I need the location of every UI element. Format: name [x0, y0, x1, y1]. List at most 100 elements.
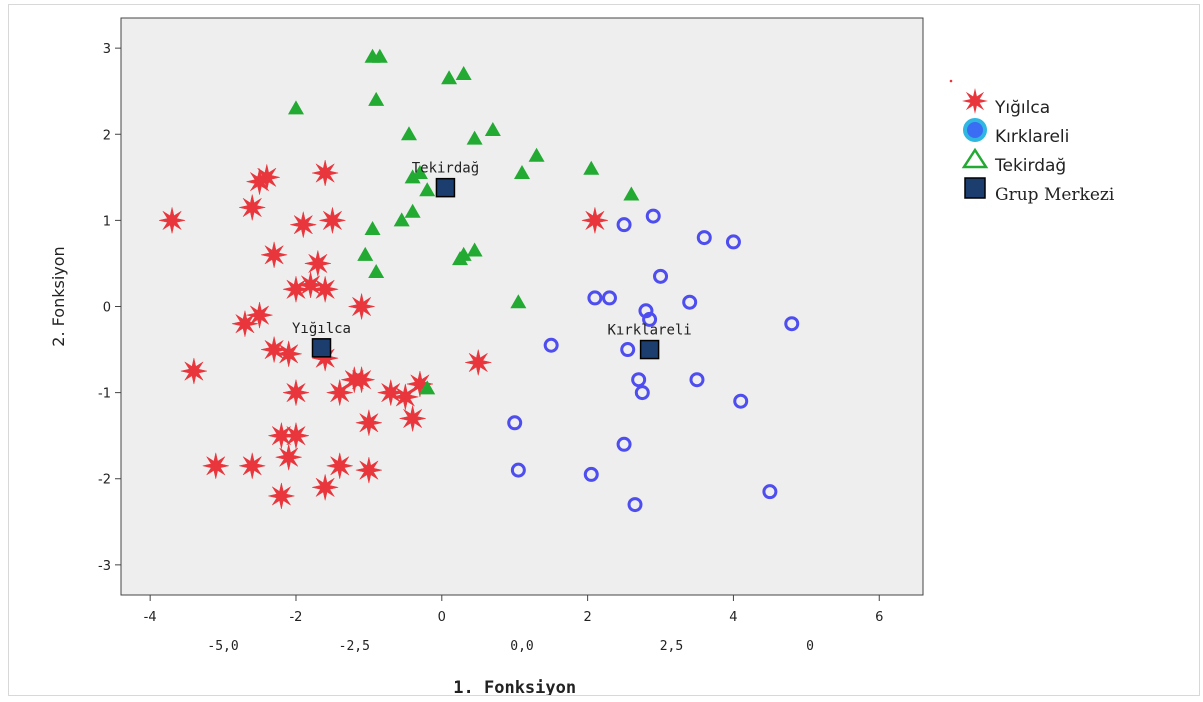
yigilca-point — [261, 241, 288, 268]
y-tick-label: -2 — [98, 473, 111, 488]
centroid-label: Yığılca — [292, 321, 351, 337]
tekirdag-point — [455, 65, 472, 80]
kirklareli-point — [587, 290, 603, 306]
secondary-x-label: 0 — [806, 639, 814, 654]
tekirdag-point — [364, 220, 381, 235]
tekirdag-point — [404, 169, 421, 184]
y-tick-label: 2 — [103, 128, 111, 143]
legend-square-icon — [964, 177, 986, 199]
tekirdag-point — [441, 70, 458, 85]
kirklareli-point — [631, 372, 647, 388]
yigilca-point — [312, 474, 339, 501]
yigilca-point — [246, 302, 273, 329]
legend-triangle-icon — [961, 147, 989, 169]
tekirdag-point — [287, 100, 304, 115]
secondary-x-label: 2,5 — [660, 639, 683, 654]
legend-circle-icon — [963, 118, 987, 142]
yigilca-point — [326, 379, 353, 406]
yigilca-point — [326, 452, 353, 479]
legend-label: Yığılca — [994, 98, 1050, 118]
yigilca-point — [355, 409, 382, 436]
legend-star-icon — [962, 88, 988, 114]
tekirdag-point — [583, 160, 600, 175]
tekirdag-point — [411, 165, 428, 180]
kirklareli-point — [642, 311, 658, 327]
kirklareli-point — [620, 342, 636, 358]
kirklareli-point — [510, 462, 526, 478]
yigilca-point — [399, 405, 426, 432]
yigilca-point — [319, 207, 346, 234]
kirklareli-point — [616, 217, 632, 233]
tekirdag-point — [393, 212, 410, 227]
legend-label: Grup Merkezi — [995, 185, 1115, 205]
tekirdag-point — [371, 48, 388, 63]
x-tick-label: 2 — [583, 610, 591, 625]
x-tick-label: -2 — [289, 610, 302, 625]
tekirdag-point — [466, 242, 483, 257]
yigilca-point — [348, 293, 375, 320]
legend-label: Kırklareli — [995, 127, 1069, 147]
kirklareli-point — [725, 234, 741, 250]
kirklareli-point — [762, 484, 778, 500]
y-tick-label: 1 — [103, 214, 111, 229]
x-tick-label: -4 — [144, 610, 157, 625]
tekirdag-point — [400, 126, 417, 141]
yigilca-point — [282, 422, 310, 449]
secondary-x-label: 0,0 — [510, 639, 533, 654]
kirklareli-point — [645, 208, 661, 224]
yigilca-point — [231, 310, 259, 337]
x-tick-label: 0 — [438, 610, 446, 625]
x-tick-label: 4 — [729, 610, 737, 625]
centroid-label: Kırklareli — [607, 323, 691, 339]
yigilca-point — [282, 379, 310, 406]
yigilca-point — [268, 482, 295, 510]
kirklareli-point — [653, 268, 669, 284]
yigilca-point — [348, 366, 375, 393]
yigilca-point — [253, 164, 280, 191]
kirklareli-point — [689, 372, 705, 388]
yigilca-point — [239, 452, 266, 479]
kirklareli-point — [638, 303, 654, 319]
tekirdag-point — [368, 264, 385, 279]
tekirdag-point — [466, 130, 483, 145]
kirklareli-point — [616, 436, 632, 452]
legend-dot — [949, 79, 953, 83]
yigilca-point — [275, 340, 302, 367]
yigilca-point — [312, 159, 339, 187]
yigilca-point — [180, 358, 207, 385]
yigilca-point — [268, 422, 295, 449]
tekirdag-point — [357, 246, 374, 261]
yigilca-point — [275, 444, 302, 471]
kirklareli-point — [601, 290, 617, 306]
yigilca-point — [202, 452, 229, 479]
tekirdag-point — [528, 147, 545, 162]
y-tick-label: 3 — [103, 42, 111, 57]
tekirdag-point — [623, 186, 640, 201]
group-centroid — [435, 177, 456, 198]
kirklareli-point — [634, 385, 650, 401]
kirklareli-point — [627, 497, 643, 513]
x-tick-label: 6 — [875, 610, 883, 625]
tekirdag-point — [514, 165, 530, 180]
secondary-x-label: -2,5 — [339, 639, 370, 654]
kirklareli-point — [784, 316, 800, 332]
yigilca-point — [312, 276, 339, 303]
y-tick-label: -1 — [98, 387, 111, 402]
kirklareli-point — [733, 393, 749, 409]
kirklareli-point — [682, 294, 698, 310]
tekirdag-point — [419, 182, 436, 197]
kirklareli-point — [696, 230, 712, 246]
yigilca-point — [158, 207, 186, 234]
yigilca-point — [304, 250, 331, 277]
x-axis-title: 1. Fonksiyon — [453, 678, 576, 695]
tekirdag-point — [452, 251, 469, 266]
legend: Yığılca Kırklareli Tekirdağ Grup Merkezi — [949, 79, 1115, 205]
tekirdag-point — [368, 91, 385, 106]
kirklareli-point — [543, 337, 559, 353]
legend-label: Tekirdağ — [994, 156, 1066, 176]
group-centroid — [311, 338, 332, 358]
tekirdag-point — [484, 121, 501, 136]
secondary-x-label: -5,0 — [207, 639, 238, 654]
scatter-chart: -4 -2 0 2 4 6 3 2 1 0 -1 -2 -3 -5,0 -2,5 0,0 2,5 0 Yığılc… — [49, 17, 1115, 695]
tekirdag-point — [419, 380, 436, 395]
